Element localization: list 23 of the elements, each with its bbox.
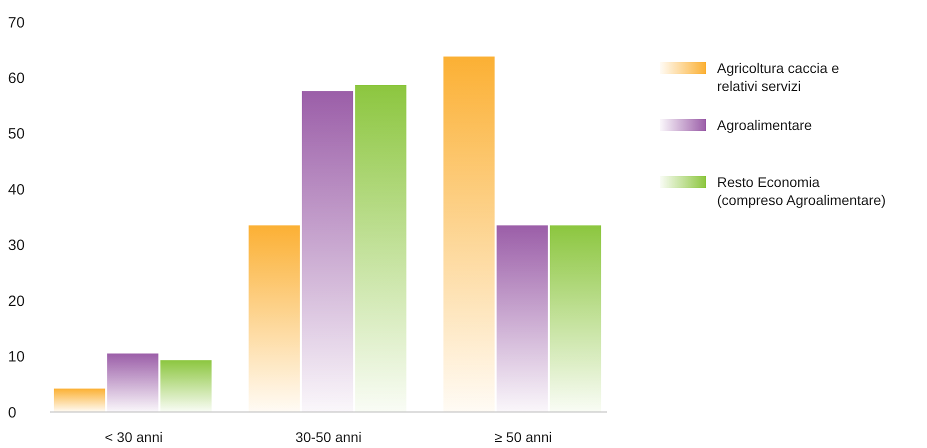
y-tick-label: 40 bbox=[8, 181, 25, 198]
legend-label: Agroalimentare bbox=[717, 116, 812, 133]
x-tick-label: ≥ 50 anni bbox=[494, 429, 552, 445]
bar bbox=[160, 360, 212, 412]
legend-label: Resto Economia (compreso Agroalimentare) bbox=[717, 174, 886, 208]
bar bbox=[496, 225, 548, 412]
x-tick-label: < 30 anni bbox=[104, 429, 163, 445]
bar bbox=[550, 225, 602, 412]
y-tick-label: 60 bbox=[8, 70, 25, 87]
bar bbox=[248, 225, 300, 412]
bar bbox=[302, 91, 354, 412]
bar bbox=[107, 354, 158, 412]
bar bbox=[443, 56, 495, 412]
x-tick-label: 30-50 anni bbox=[295, 429, 362, 445]
y-tick-label: 50 bbox=[8, 126, 25, 143]
y-tick-label: 70 bbox=[8, 14, 25, 32]
y-tick-label: 20 bbox=[8, 292, 25, 310]
y-tick-label: 30 bbox=[8, 237, 25, 254]
y-tick-label: 10 bbox=[8, 348, 25, 366]
bar bbox=[54, 388, 106, 412]
legend-label: Agricoltura caccia e relativi servizi bbox=[717, 60, 840, 94]
bar bbox=[355, 84, 406, 412]
y-tick-label: 0 bbox=[8, 404, 16, 422]
